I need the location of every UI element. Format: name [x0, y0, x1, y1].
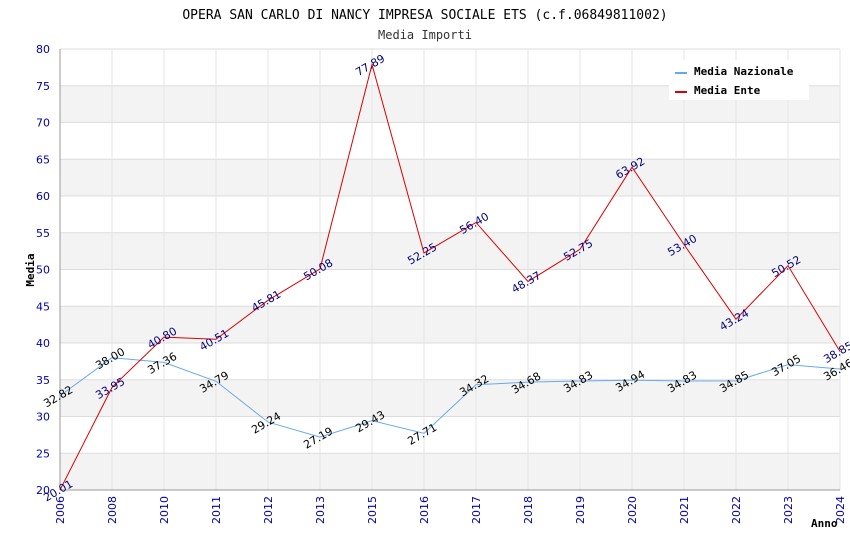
x-tick-label: 2021	[678, 496, 691, 524]
grid-bands	[60, 49, 840, 490]
grid-band	[60, 416, 840, 454]
series-lines	[59, 62, 841, 491]
x-tick-label: 2019	[574, 496, 587, 524]
x-tick-label: 2006	[54, 496, 67, 524]
axes	[59, 49, 840, 491]
legend-label-media-nazionale: Media Nazionale	[694, 65, 794, 78]
x-tick-label: 2010	[158, 496, 171, 524]
chart-title: OPERA SAN CARLO DI NANCY IMPRESA SOCIALE…	[182, 8, 667, 23]
grid-band	[60, 122, 840, 160]
grid-band	[60, 306, 840, 343]
y-tick-label: 75	[36, 80, 50, 93]
x-tick-label: 2020	[626, 496, 639, 524]
legend: Media Nazionale Media Ente	[669, 60, 809, 100]
grid-band	[60, 196, 840, 233]
series-line-media-ente	[59, 62, 841, 491]
y-tick-label: 30	[36, 411, 50, 424]
y-tick-label: 80	[36, 43, 50, 56]
y-tick-label: 55	[36, 227, 50, 240]
x-tick-label: 2018	[522, 496, 535, 524]
y-tick-label: 20	[36, 484, 50, 497]
x-tick-label: 2024	[834, 496, 847, 524]
x-tick-label: 2008	[106, 496, 119, 524]
y-axis-title: Media	[24, 253, 37, 286]
y-tick-label: 35	[36, 374, 50, 387]
x-tick-labels: 2006 2008 2010 2011 2012 2013 2015 2016 2017 2018…	[54, 496, 847, 524]
grid-band	[60, 453, 840, 490]
x-tick-label: 2023	[782, 496, 795, 524]
legend-box	[669, 60, 809, 100]
y-tick-label: 40	[36, 337, 50, 350]
grid-band	[60, 159, 840, 196]
x-tick-label: 2011	[210, 496, 223, 524]
y-tick-labels: 20 25 30 35 40 45 50 55 60 65 70 75 80	[36, 43, 50, 497]
x-tick-label: 2016	[418, 496, 431, 524]
y-tick-label: 60	[36, 190, 50, 203]
y-tick-label: 50	[36, 264, 50, 277]
grid-band	[60, 343, 840, 380]
y-tick-label: 70	[36, 117, 50, 130]
series-line-media-nazionale	[59, 357, 841, 438]
grid-lines	[59, 48, 841, 491]
x-tick-label: 2017	[470, 496, 483, 524]
chart-subtitle: Media Importi	[378, 28, 472, 42]
x-tick-label: 2013	[314, 496, 327, 524]
legend-label-media-ente: Media Ente	[694, 84, 761, 97]
y-tick-label: 25	[36, 447, 50, 460]
x-axis-title: Anno	[811, 517, 838, 530]
x-tick-label: 2012	[262, 496, 275, 524]
grid-band	[60, 269, 840, 307]
x-tick-label: 2022	[730, 496, 743, 524]
grid-band	[60, 379, 840, 417]
grid-band	[60, 232, 840, 270]
y-tick-label: 45	[36, 300, 50, 313]
y-tick-label: 65	[36, 153, 50, 166]
x-tick-label: 2015	[366, 496, 379, 524]
